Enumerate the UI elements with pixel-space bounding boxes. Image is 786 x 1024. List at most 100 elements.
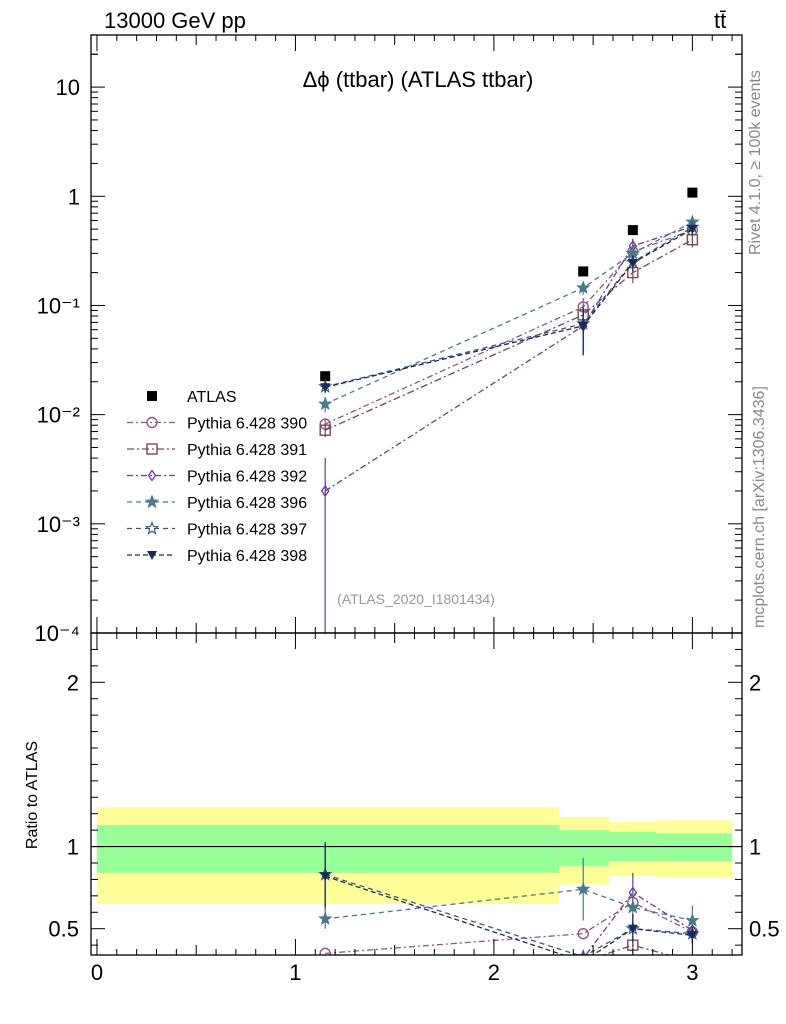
ratio-point [320, 872, 331, 882]
ratio-point [627, 924, 638, 934]
series-6 [320, 224, 698, 393]
ratio-y-tick-label: 2 [67, 670, 79, 695]
legend-entry: Pythia 6.428 398 [127, 548, 307, 565]
ratio-point [687, 931, 698, 941]
ratio-y-tick-label-right: 2 [749, 670, 761, 695]
uncertainty-bands [91, 807, 742, 905]
legend-label: Pythia 6.428 398 [187, 548, 307, 565]
ratio-point [319, 947, 331, 955]
y-tick-label: 10⁻³ [37, 512, 80, 537]
y-tick-label: 10⁻¹ [37, 293, 80, 318]
data-point [319, 424, 331, 436]
ratio-frame [90, 632, 743, 956]
x-tick-label: 1 [289, 960, 301, 985]
series-1 [319, 224, 699, 431]
series-0 [320, 187, 698, 382]
data-point [686, 234, 699, 246]
legend-marker [144, 520, 160, 535]
legend-entry: Pythia 6.428 390 [127, 416, 307, 433]
plot-title: Δϕ (ttbar) (ATLAS ttbar) [303, 67, 534, 92]
ratio-line [325, 901, 693, 955]
ratio-line [584, 891, 693, 955]
legend-entry: Pythia 6.428 391 [127, 442, 307, 459]
ratio-y-tick-label: 0.5 [48, 917, 79, 942]
y-tick-label: 10⁻² [37, 403, 80, 428]
ratio-series-1 [320, 936, 672, 983]
data-point [627, 258, 638, 268]
inner-band [96, 825, 560, 873]
legend-label: Pythia 6.428 391 [187, 442, 307, 459]
inner-band [656, 833, 733, 862]
ratio-y-tick-label-right: 1 [749, 835, 761, 860]
data-point [578, 321, 589, 331]
data-point [320, 371, 331, 382]
series-line [324, 229, 693, 425]
ratio-line [324, 875, 693, 955]
x-tick-label: 2 [488, 960, 500, 985]
inner-band [559, 830, 610, 867]
x-tick-label: 3 [686, 960, 698, 985]
y-tick-label: 10⁻⁴ [34, 621, 80, 646]
ratio-line [325, 888, 693, 922]
legend-marker [146, 416, 158, 429]
ratio-y-tick-label-right: 0.5 [749, 917, 780, 942]
y-tick-label: 10 [56, 75, 80, 100]
data-point [318, 396, 333, 411]
ratio-point [322, 991, 329, 1001]
data-point [578, 266, 589, 277]
data-point [320, 484, 330, 498]
ratio-y-tick-label: 1 [67, 835, 79, 860]
main-data-layer [318, 187, 700, 633]
main-axes: 10 1 10⁻¹ 10⁻² 10⁻³ 10⁻⁴ [34, 34, 743, 646]
series-4 [318, 214, 700, 413]
ratio-line [325, 873, 693, 955]
data-point [320, 383, 331, 393]
ratio-point [318, 911, 333, 925]
legend-marker [147, 551, 157, 560]
data-point [687, 225, 698, 235]
ratio-point [625, 899, 640, 914]
data-point [687, 187, 698, 198]
rivet-label: Rivet 4.1.0, ≥ 100k events [747, 70, 764, 255]
legend: ATLAS Pythia 6.428 390 Pythia 6.428 391 Pyt… [127, 389, 307, 565]
data-point [576, 280, 591, 294]
ratio-ylabel: Ratio to ATLAS [24, 741, 41, 849]
ratio-point [320, 973, 330, 983]
legend-label: Pythia 6.428 397 [187, 522, 307, 539]
legend-label: ATLAS [187, 389, 237, 406]
series-line [325, 226, 693, 388]
ratio-point [578, 958, 588, 967]
ratio-point [685, 912, 700, 927]
ratio-point [578, 957, 588, 967]
legend-entry: Pythia 6.428 392 [127, 469, 307, 486]
legend-marker [147, 469, 157, 482]
legend-marker [144, 494, 160, 509]
legend-marker [146, 443, 158, 455]
main-plot-panel: 10 1 10⁻¹ 10⁻² 10⁻³ 10⁻⁴ Δϕ (ttbar) (ATLAS tt… [34, 34, 743, 646]
series-5 [318, 219, 700, 393]
ratio-series-3 [318, 858, 700, 936]
ratio-axes: 0.5 0.5 1 1 2 2 0 1 2 3 [48, 632, 780, 985]
ratio-point [576, 881, 591, 896]
data-point [627, 225, 638, 236]
main-frame [90, 34, 743, 634]
process-label: tt̄ [714, 8, 726, 33]
series-line [325, 228, 693, 388]
ratio-data-layer [318, 841, 700, 1001]
legend-label: Pythia 6.428 390 [187, 416, 307, 433]
ratio-plot-panel: 0.5 0.5 1 1 2 2 0 1 2 3 Ratio to ATLAS [24, 632, 780, 1001]
legend-label: Pythia 6.428 396 [187, 495, 307, 512]
y-tick-label: 1 [68, 184, 80, 209]
ratio-point [577, 927, 589, 940]
mcplots-label: mcplots.cern.ch [arXiv:1306.3436] [751, 386, 768, 628]
series-2 [319, 233, 699, 438]
legend-marker [147, 391, 157, 401]
collision-label: 13000 GeV pp [104, 8, 246, 33]
ratio-line [600, 944, 672, 955]
series-line [324, 225, 693, 492]
legend-label: Pythia 6.428 392 [187, 469, 307, 486]
ratio-series-5 [320, 843, 698, 967]
x-tick-label: 0 [91, 960, 103, 985]
legend-entry: Pythia 6.428 397 [127, 520, 307, 539]
